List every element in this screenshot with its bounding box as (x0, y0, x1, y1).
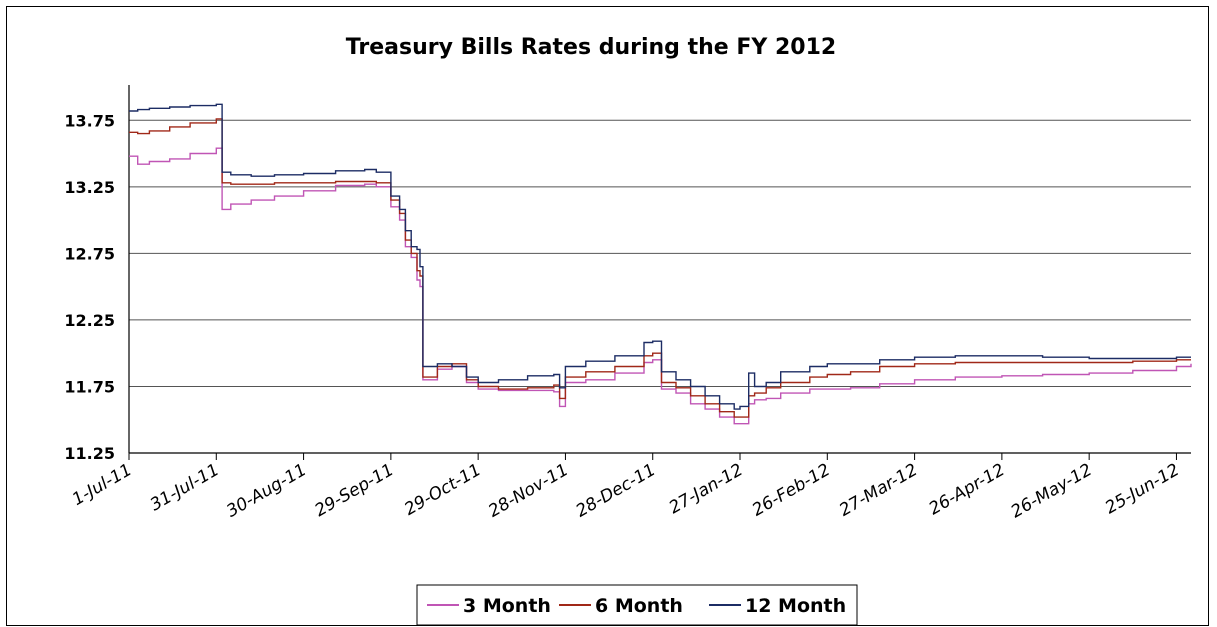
series-line-3-month (129, 147, 1192, 425)
x-tick-label: 26-Apr-12 (926, 460, 1009, 519)
x-tick-label: 27-Mar-12 (836, 460, 921, 521)
x-tick-label: 31-Jul-11 (147, 460, 223, 515)
x-tick-label: 1-Jul-11 (69, 460, 135, 510)
x-tick-label: 26-May-12 (1008, 460, 1096, 522)
series-line-6-month (129, 118, 1191, 418)
x-tick-label: 29-Sep-11 (312, 460, 398, 521)
chart-title: Treasury Bills Rates during the FY 2012 (346, 35, 836, 60)
series-line-12-month (129, 103, 1191, 410)
x-tick-label: 26-Feb-12 (749, 460, 834, 521)
legend-label: 3 Month (463, 595, 551, 617)
legend-label: 6 Month (595, 595, 683, 617)
y-tick-label: 13.75 (64, 111, 115, 130)
y-tick-label: 11.75 (64, 377, 115, 396)
x-tick-label: 29-Oct-11 (401, 460, 485, 520)
y-tick-label: 13.25 (64, 178, 115, 197)
x-tick-label: 25-Jun-12 (1102, 460, 1183, 518)
y-tick-label: 11.25 (64, 444, 115, 463)
x-tick-label: 27-Jan-12 (666, 460, 747, 518)
y-tick-label: 12.75 (64, 244, 115, 263)
chart-frame: Treasury Bills Rates during the FY 2012 … (6, 6, 1209, 626)
y-tick-label: 12.25 (64, 311, 115, 330)
x-tick-label: 28-Nov-11 (485, 460, 572, 522)
x-tick-label: 30-Aug-11 (223, 460, 310, 522)
line-chart: Treasury Bills Rates during the FY 2012 … (64, 35, 1192, 626)
x-tick-label: 28-Dec-11 (573, 460, 660, 522)
legend-label: 12 Month (745, 595, 846, 617)
